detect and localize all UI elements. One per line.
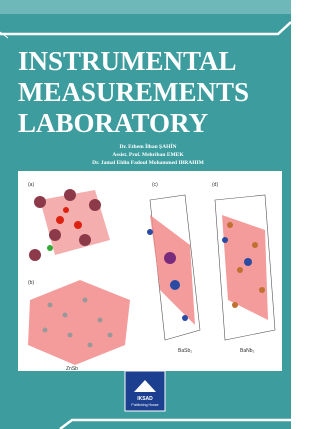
author: Assist. Prof. Mehriban EMEK (112, 152, 184, 158)
figure-panel: (a) (b) (c) (d) ZnSb BaSb₂ BaNb₂ (18, 171, 282, 372)
figure-label: BaNb₂ (240, 348, 255, 354)
figure-label: (a) (28, 182, 34, 188)
author: Dr. Jamal Eldin Fadoul Mohammed IBRAHIM (92, 160, 204, 166)
publisher-subtitle: Publishing House (131, 403, 158, 407)
title-line: INSTRUMENTAL (18, 46, 237, 76)
title-line: MEASUREMENTS (18, 77, 249, 107)
top-band (0, 0, 291, 14)
publisher-logo: IKSAD Publishing House (125, 371, 165, 411)
figure-label: (b) (28, 280, 34, 286)
figure-label: ZnSb (66, 366, 78, 372)
title-line: LABORATORY (18, 108, 208, 138)
book-cover: INSTRUMENTAL MEASUREMENTS LABORATORY Dr.… (0, 0, 291, 429)
figure-label: (d) (212, 182, 218, 188)
figure-label: BaSb₂ (178, 348, 192, 354)
publisher-name: IKSAD (137, 396, 153, 402)
figure-label: (c) (152, 182, 158, 188)
author: Dr. Ethem İlhan ŞAHİN (120, 143, 177, 150)
